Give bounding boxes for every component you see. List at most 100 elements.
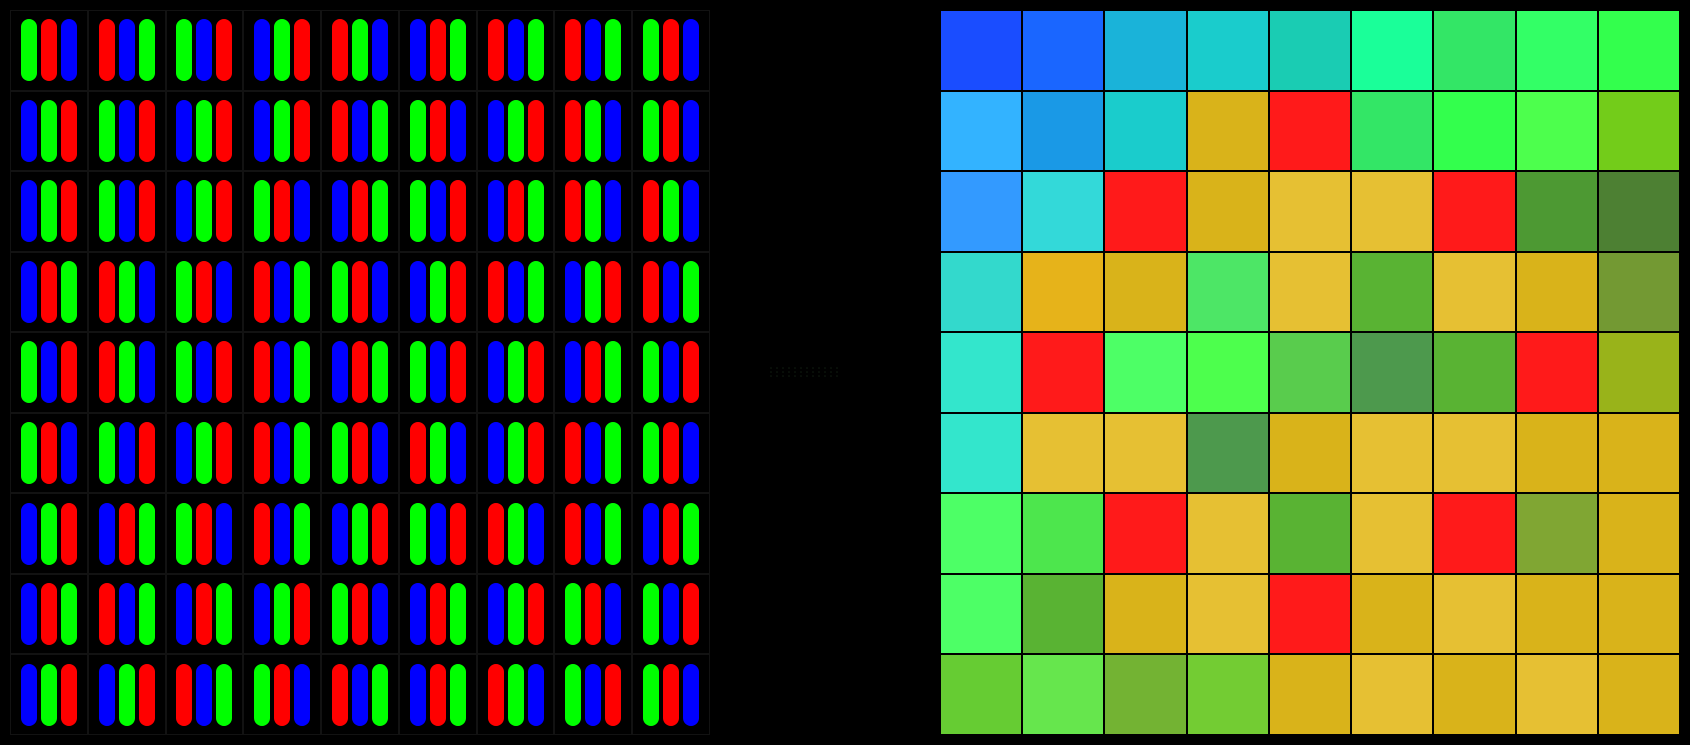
subpixel-cell xyxy=(321,654,399,735)
subpixel-stripe xyxy=(332,583,348,645)
subpixel-cell xyxy=(243,332,321,413)
subpixel-stripe xyxy=(196,422,212,484)
color-cell xyxy=(940,171,1022,252)
subpixel-stripe xyxy=(450,100,466,162)
subpixel-stripe xyxy=(605,664,621,726)
subpixel-stripe xyxy=(683,664,699,726)
subpixel-stripe xyxy=(196,503,212,565)
subpixel-stripe xyxy=(119,341,135,403)
color-cell xyxy=(1022,413,1104,494)
subpixel-cell xyxy=(166,252,244,333)
subpixel-stripe xyxy=(294,422,310,484)
subpixel-cell xyxy=(88,493,166,574)
subpixel-stripe xyxy=(41,422,57,484)
subpixel-stripe xyxy=(683,583,699,645)
color-cell xyxy=(1516,252,1598,333)
subpixel-cell xyxy=(243,574,321,655)
color-cell xyxy=(1351,171,1433,252)
subpixel-stripe xyxy=(372,664,388,726)
subpixel-cell xyxy=(399,171,477,252)
subpixel-stripe xyxy=(274,261,290,323)
subpixel-stripe xyxy=(410,583,426,645)
subpixel-stripe xyxy=(663,180,679,242)
subpixel-stripe xyxy=(528,503,544,565)
subpixel-stripe xyxy=(99,422,115,484)
subpixel-cell xyxy=(321,10,399,91)
subpixel-stripe xyxy=(216,19,232,81)
subpixel-stripe xyxy=(274,100,290,162)
subpixel-stripe xyxy=(663,583,679,645)
subpixel-cell xyxy=(321,332,399,413)
color-cell xyxy=(1022,171,1104,252)
subpixel-cell xyxy=(399,252,477,333)
subpixel-stripe xyxy=(430,422,446,484)
subpixel-panel xyxy=(10,10,710,735)
subpixel-stripe xyxy=(99,261,115,323)
subpixel-cell xyxy=(632,332,710,413)
color-cell xyxy=(1433,574,1515,655)
subpixel-stripe xyxy=(176,100,192,162)
subpixel-stripe xyxy=(21,664,37,726)
color-cell xyxy=(940,91,1022,172)
subpixel-stripe xyxy=(352,100,368,162)
subpixel-stripe xyxy=(565,100,581,162)
subpixel-stripe xyxy=(605,100,621,162)
subpixel-cell xyxy=(632,574,710,655)
subpixel-stripe xyxy=(450,664,466,726)
subpixel-stripe xyxy=(450,180,466,242)
subpixel-stripe xyxy=(254,503,270,565)
color-cell xyxy=(940,574,1022,655)
subpixel-cell xyxy=(166,91,244,172)
subpixel-stripe xyxy=(99,664,115,726)
subpixel-stripe xyxy=(565,503,581,565)
color-panel xyxy=(940,10,1680,735)
color-cell xyxy=(1433,654,1515,735)
subpixel-cell xyxy=(243,413,321,494)
subpixel-cell xyxy=(477,171,555,252)
subpixel-stripe xyxy=(216,341,232,403)
color-cell xyxy=(1104,574,1186,655)
subpixel-stripe xyxy=(352,180,368,242)
subpixel-stripe xyxy=(585,180,601,242)
color-cell xyxy=(1187,10,1269,91)
subpixel-stripe xyxy=(430,664,446,726)
subpixel-stripe xyxy=(430,180,446,242)
subpixel-stripe xyxy=(139,664,155,726)
subpixel-cell xyxy=(477,574,555,655)
subpixel-stripe xyxy=(139,341,155,403)
subpixel-stripe xyxy=(605,583,621,645)
subpixel-stripe xyxy=(585,100,601,162)
subpixel-stripe xyxy=(643,422,659,484)
subpixel-stripe xyxy=(61,180,77,242)
subpixel-cell xyxy=(399,654,477,735)
subpixel-stripe xyxy=(508,19,524,81)
color-cell xyxy=(1433,332,1515,413)
color-cell xyxy=(1104,493,1186,574)
subpixel-stripe xyxy=(139,100,155,162)
subpixel-stripe xyxy=(528,19,544,81)
subpixel-stripe xyxy=(196,180,212,242)
color-cell xyxy=(1598,252,1680,333)
subpixel-stripe xyxy=(410,664,426,726)
subpixel-cell xyxy=(166,332,244,413)
subpixel-stripe xyxy=(176,261,192,323)
subpixel-cell xyxy=(477,654,555,735)
subpixel-stripe xyxy=(643,664,659,726)
subpixel-stripe xyxy=(254,664,270,726)
subpixel-stripe xyxy=(643,180,659,242)
subpixel-cell xyxy=(554,10,632,91)
subpixel-stripe xyxy=(294,664,310,726)
subpixel-stripe xyxy=(139,422,155,484)
subpixel-stripe xyxy=(450,19,466,81)
color-cell xyxy=(1516,171,1598,252)
subpixel-stripe xyxy=(61,341,77,403)
subpixel-stripe xyxy=(372,261,388,323)
subpixel-stripe xyxy=(139,261,155,323)
subpixel-stripe xyxy=(663,422,679,484)
subpixel-stripe xyxy=(528,341,544,403)
subpixel-stripe xyxy=(332,100,348,162)
subpixel-stripe xyxy=(585,664,601,726)
subpixel-stripe xyxy=(488,19,504,81)
subpixel-stripe xyxy=(663,503,679,565)
color-cell xyxy=(1104,332,1186,413)
